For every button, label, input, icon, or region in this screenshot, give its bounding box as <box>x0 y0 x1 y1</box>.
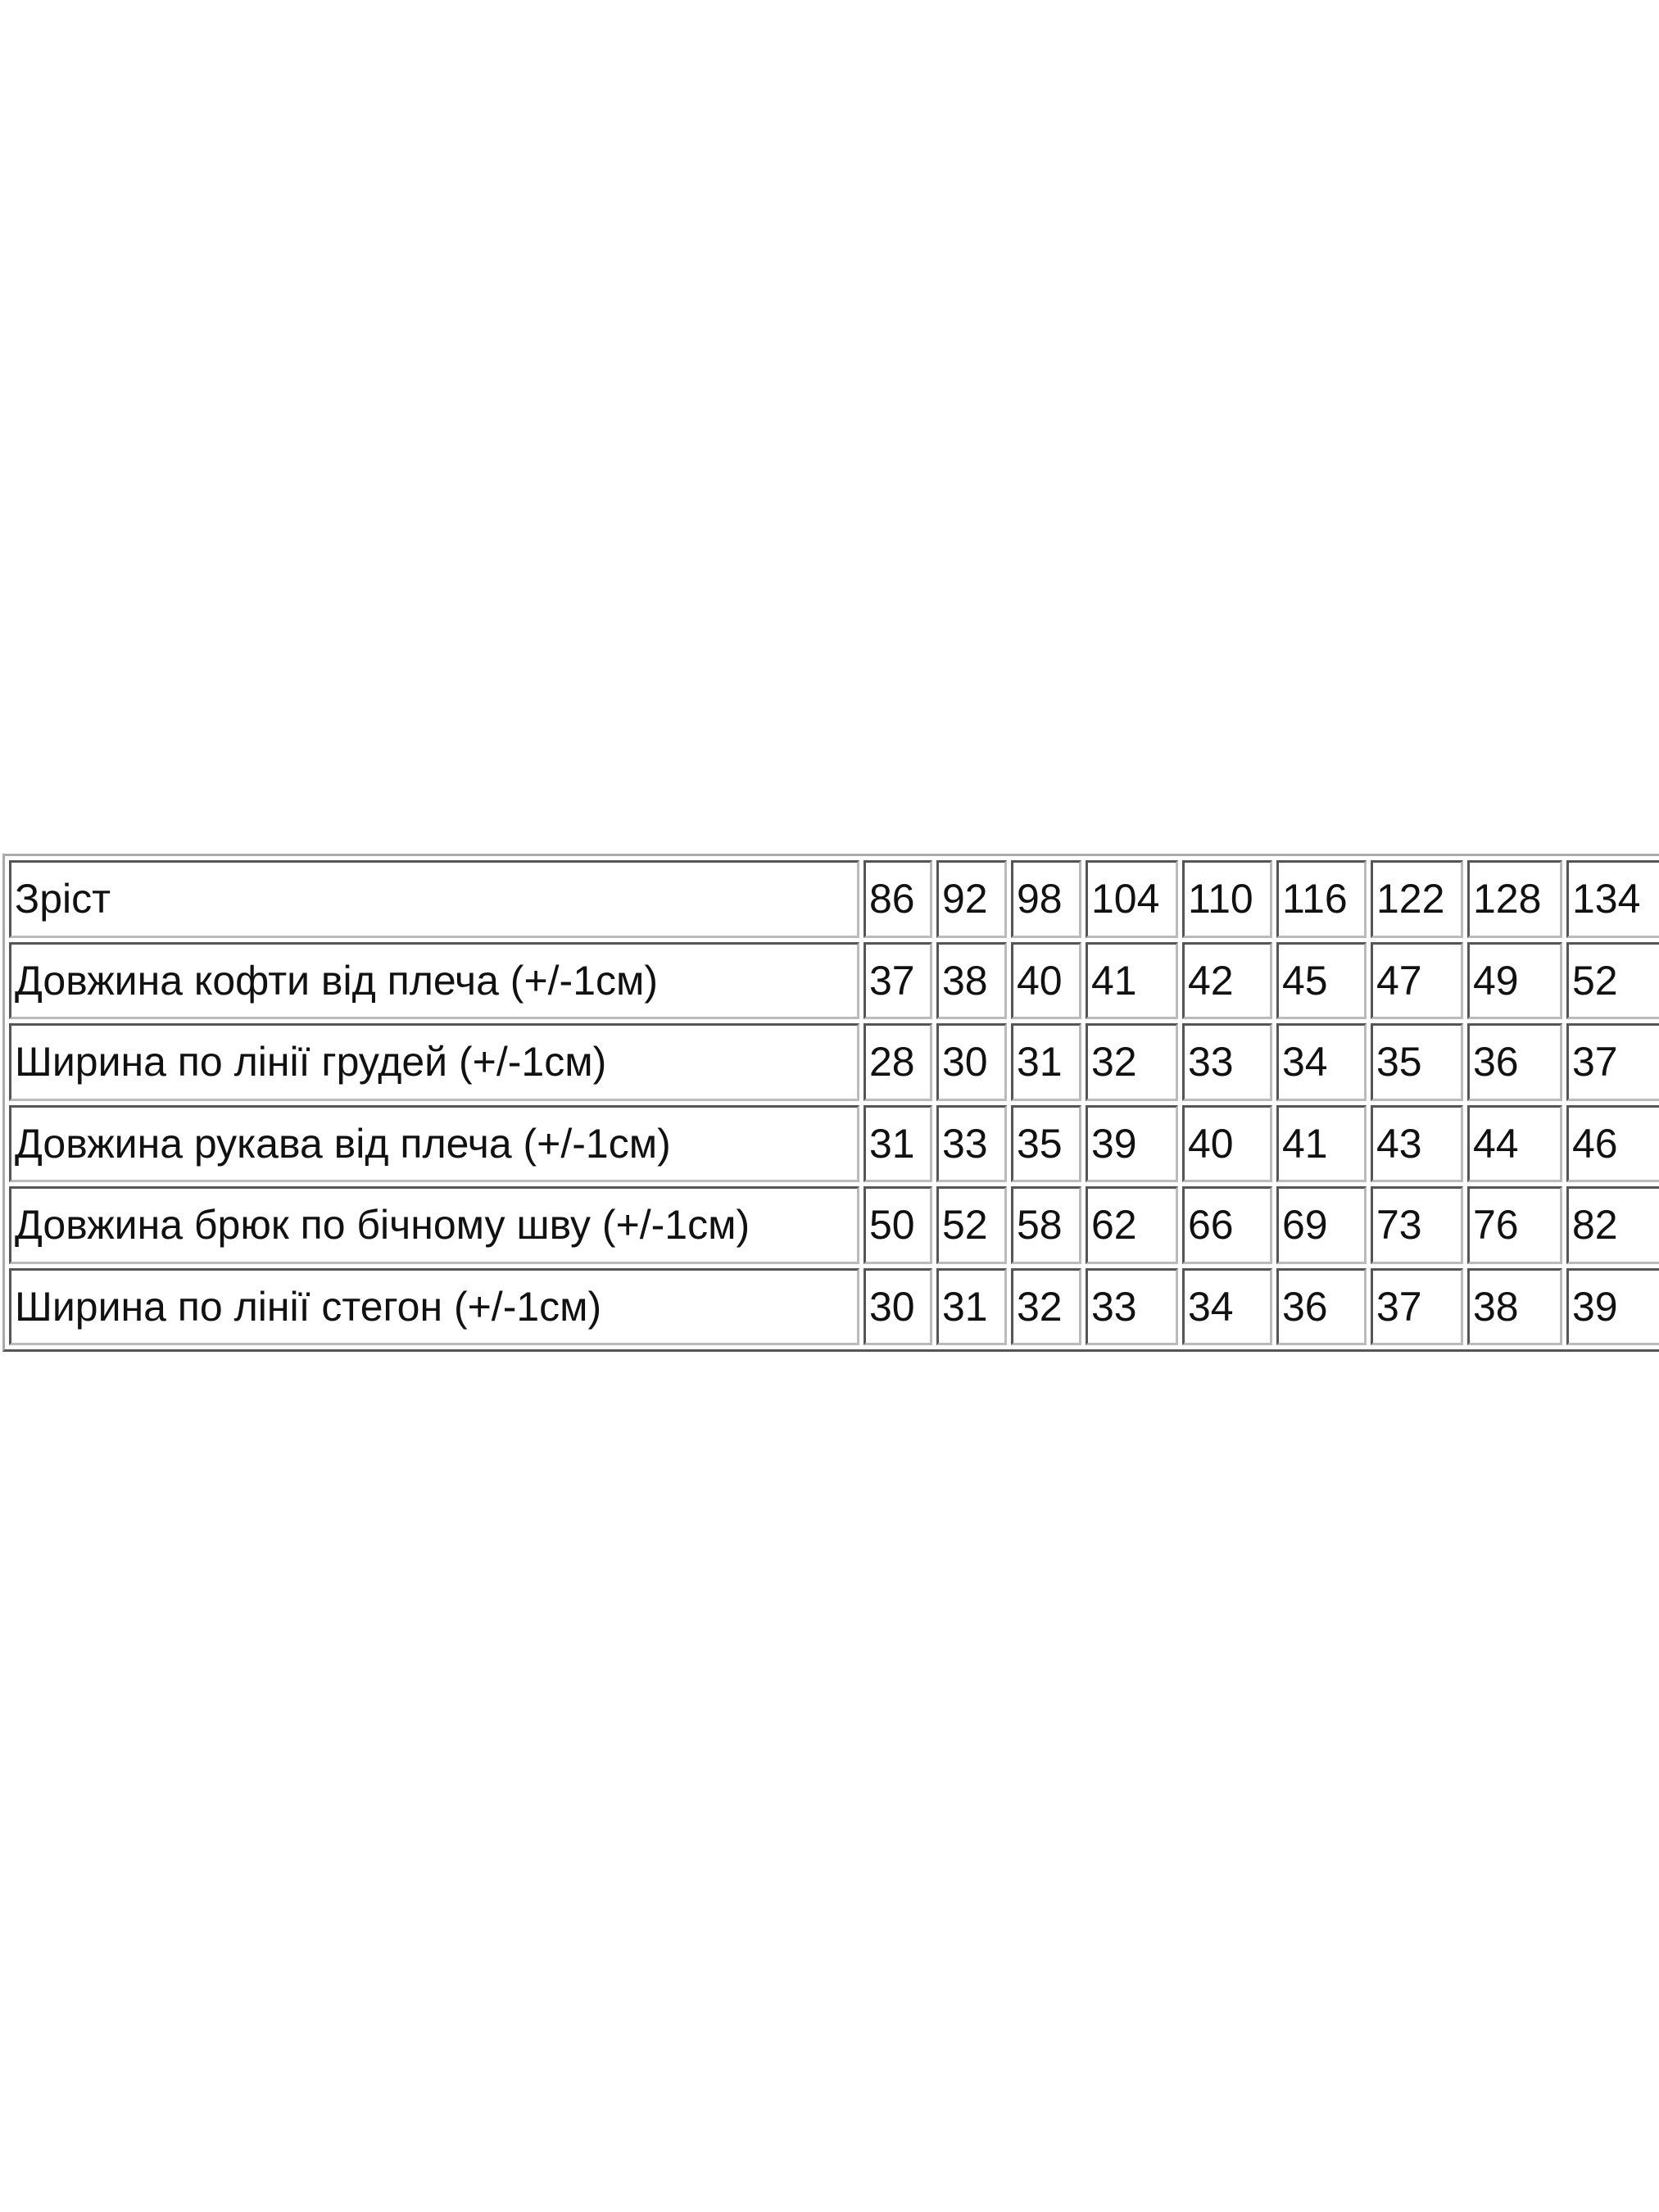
size-value: 134 <box>1566 860 1659 938</box>
row-label: Довжина брюк по бічному шву (+/-1см) <box>9 1186 859 1264</box>
size-value: 41 <box>1276 1104 1367 1182</box>
table-row: Ширина по лінії стегон (+/-1см) 30 31 32 33 3… <box>9 1267 1659 1345</box>
size-value: 110 <box>1182 860 1272 938</box>
size-value: 36 <box>1467 1023 1562 1101</box>
size-value: 34 <box>1182 1267 1272 1345</box>
size-value: 128 <box>1467 860 1562 938</box>
size-value: 45 <box>1276 941 1367 1019</box>
size-value: 43 <box>1371 1104 1463 1182</box>
size-value: 104 <box>1086 860 1178 938</box>
size-value: 33 <box>1182 1023 1272 1101</box>
row-label: Зріст <box>9 860 859 938</box>
size-value: 40 <box>1182 1104 1272 1182</box>
row-label: Довжина кофти від плеча (+/-1см) <box>9 941 859 1019</box>
size-value: 76 <box>1467 1186 1562 1264</box>
size-value: 38 <box>936 941 1007 1019</box>
table-row: Ширина по лінії грудей (+/-1см) 28 30 31 32 3… <box>9 1023 1659 1101</box>
size-value: 39 <box>1566 1267 1659 1345</box>
size-value: 47 <box>1371 941 1463 1019</box>
size-value: 34 <box>1276 1023 1367 1101</box>
row-label: Довжина рукава від плеча (+/-1см) <box>9 1104 859 1182</box>
size-value: 30 <box>863 1267 932 1345</box>
size-value: 73 <box>1371 1186 1463 1264</box>
size-value: 82 <box>1566 1186 1659 1264</box>
size-table: Зріст 86 92 98 104 110 116 122 128 134 Довжина коф… <box>2 854 1659 1352</box>
size-value: 58 <box>1011 1186 1081 1264</box>
size-value: 31 <box>863 1104 932 1182</box>
size-value: 40 <box>1011 941 1081 1019</box>
size-value: 31 <box>1011 1023 1081 1101</box>
size-value: 39 <box>1086 1104 1178 1182</box>
size-value: 50 <box>863 1186 932 1264</box>
size-value: 116 <box>1276 860 1367 938</box>
table-row: Довжина брюк по бічному шву (+/-1см) 50 52… <box>9 1186 1659 1264</box>
size-value: 37 <box>863 941 932 1019</box>
size-value: 33 <box>1086 1267 1178 1345</box>
size-value: 42 <box>1182 941 1272 1019</box>
row-label: Ширина по лінії грудей (+/-1см) <box>9 1023 859 1101</box>
size-value: 62 <box>1086 1186 1178 1264</box>
size-value: 122 <box>1371 860 1463 938</box>
size-value: 44 <box>1467 1104 1562 1182</box>
table-row: Довжина кофти від плеча (+/-1см) 37 38 40 41… <box>9 941 1659 1019</box>
size-value: 35 <box>1011 1104 1081 1182</box>
size-value: 30 <box>936 1023 1007 1101</box>
size-value: 36 <box>1276 1267 1367 1345</box>
size-value: 66 <box>1182 1186 1272 1264</box>
size-value: 38 <box>1467 1267 1562 1345</box>
table-row: Довжина рукава від плеча (+/-1см) 31 33 35 3… <box>9 1104 1659 1182</box>
table-body: Зріст 86 92 98 104 110 116 122 128 134 Довжина коф… <box>9 860 1659 1345</box>
size-value: 86 <box>863 860 932 938</box>
size-value: 52 <box>936 1186 1007 1264</box>
size-value: 35 <box>1371 1023 1463 1101</box>
size-value: 41 <box>1086 941 1178 1019</box>
size-value: 46 <box>1566 1104 1659 1182</box>
size-value: 52 <box>1566 941 1659 1019</box>
size-value: 33 <box>936 1104 1007 1182</box>
size-value: 31 <box>936 1267 1007 1345</box>
size-value: 28 <box>863 1023 932 1101</box>
size-value: 32 <box>1086 1023 1178 1101</box>
size-value: 69 <box>1276 1186 1367 1264</box>
row-label: Ширина по лінії стегон (+/-1см) <box>9 1267 859 1345</box>
size-value: 49 <box>1467 941 1562 1019</box>
size-value: 92 <box>936 860 1007 938</box>
size-value: 37 <box>1566 1023 1659 1101</box>
size-value: 37 <box>1371 1267 1463 1345</box>
size-value: 98 <box>1011 860 1081 938</box>
table-row: Зріст 86 92 98 104 110 116 122 128 134 <box>9 860 1659 938</box>
size-value: 32 <box>1011 1267 1081 1345</box>
